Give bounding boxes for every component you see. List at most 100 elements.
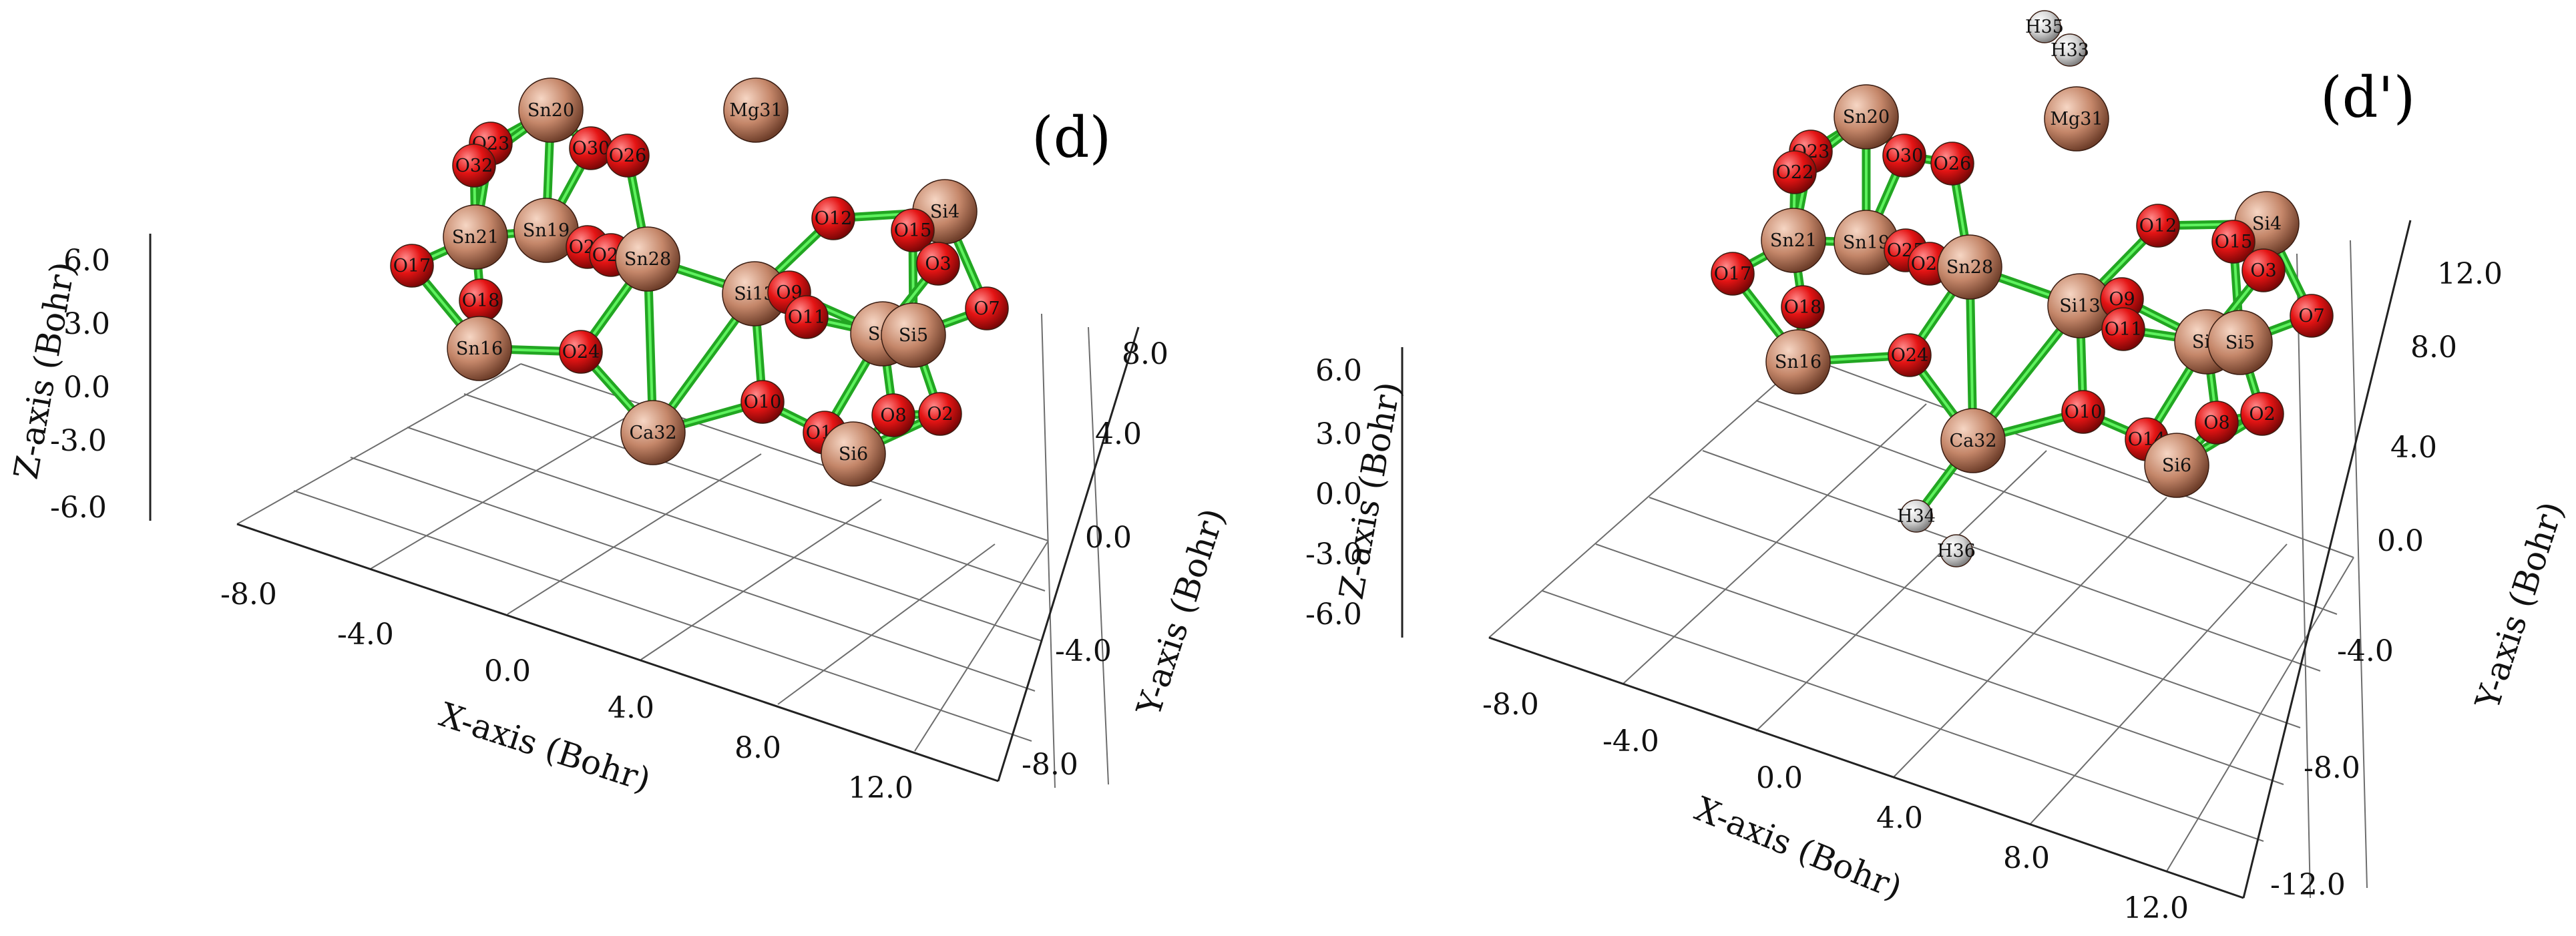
atom-label: Sn20 (527, 100, 574, 121)
atom-label: O12 (815, 208, 853, 229)
metal-sphere (1761, 208, 1826, 273)
atom-label: O24 (562, 342, 600, 363)
oxygen-sphere (740, 380, 785, 424)
metal-sphere (1834, 84, 1899, 150)
atom-label: Si5 (2225, 332, 2255, 353)
z-tick: -3.0 (50, 424, 107, 458)
oxygen-sphere (2290, 294, 2334, 338)
x-tick: 0.0 (484, 654, 531, 688)
atom-sn21: Sn21 (1761, 208, 1826, 273)
atom-h36: H36 (1937, 534, 1976, 567)
atom-label: Si6 (839, 444, 868, 465)
atom-label: Si5 (899, 325, 928, 346)
atom-label: O9 (2109, 289, 2135, 310)
metal-sphere (2044, 86, 2109, 152)
z-tick: 6.0 (63, 244, 110, 278)
oxygen-sphere (871, 393, 915, 437)
atom-sn16: Sn16 (1765, 329, 1831, 395)
x-axis-title: X-axis (Bohr) (1690, 789, 1908, 907)
y-tick: -4.0 (2337, 634, 2394, 668)
atom-label: O8 (2203, 413, 2229, 433)
atom-si6: Si6 (821, 421, 886, 487)
atom-label: Si4 (2252, 214, 2282, 234)
atom-label: Si13 (2059, 296, 2101, 316)
atom-label: Sn28 (1946, 257, 1993, 278)
atom-label: O30 (1886, 146, 1924, 166)
atom-label: O32 (455, 156, 493, 176)
atom-label: Sn19 (1843, 232, 1890, 253)
x-tick: 0.0 (1756, 761, 1803, 795)
panel-d: -8.0 -4.0 0.0 4.0 8.0 12.0 X-axis (Bohr)… (7, 77, 1233, 805)
atom-label: O10 (2065, 402, 2103, 423)
z-tick: -3.0 (1305, 537, 1362, 571)
atom-label: O7 (2298, 306, 2324, 326)
metal-sphere (723, 77, 789, 143)
atom-label: H36 (1937, 541, 1976, 561)
atom-o17: O17 (390, 244, 434, 288)
atom-label: O3 (2250, 260, 2276, 281)
atom-sn20: Sn20 (518, 77, 584, 143)
atom-sn20: Sn20 (1834, 84, 1899, 150)
x-tick: 8.0 (734, 731, 781, 765)
atom-o3: O3 (2241, 248, 2286, 292)
oxygen-sphere (2211, 220, 2256, 264)
atom-label: O22 (1776, 162, 1814, 183)
y-tick: 4.0 (2390, 431, 2437, 465)
atom-sn16: Sn16 (447, 316, 512, 381)
y-tick: 8.0 (1122, 337, 1168, 371)
atom-h34: H34 (1897, 499, 1936, 533)
oxygen-sphere (1781, 285, 1825, 329)
panel-label: (d') (2320, 65, 2415, 130)
atom-o30: O30 (569, 126, 613, 170)
atom-h33: H33 (2051, 33, 2089, 67)
oxygen-sphere (1882, 134, 1926, 178)
atom-o32: O32 (452, 144, 496, 188)
oxygen-sphere (452, 144, 496, 188)
metal-sphere (881, 302, 946, 368)
atom-sn28: Sn28 (615, 226, 680, 292)
x-tick: 4.0 (1876, 801, 1923, 835)
atom-o2: O2 (918, 392, 962, 436)
atom-label: O7 (974, 298, 1000, 319)
z-tick: 3.0 (1315, 417, 1362, 451)
atom-o7: O7 (2290, 294, 2334, 338)
oxygen-sphere (2240, 392, 2284, 436)
oxygen-sphere (390, 244, 434, 288)
atom-label: O18 (1784, 297, 1822, 318)
y-tick: 8.0 (2410, 330, 2457, 365)
atom-label: H33 (2051, 40, 2089, 61)
x-tick: 12.0 (2123, 891, 2189, 925)
atom-label: O2 (927, 404, 953, 425)
atom-si6: Si6 (2144, 433, 2209, 498)
atom-o12: O12 (2136, 204, 2180, 248)
y-tick: 12.0 (2437, 257, 2503, 291)
axes (149, 234, 1140, 782)
oxygen-sphere (1711, 252, 1755, 296)
x-tick: 12.0 (848, 771, 913, 805)
hydrogen-sphere (1900, 499, 1933, 533)
y-axis-ticks: -12.0 -8.0 -4.0 0.0 4.0 8.0 12.0 (2270, 257, 2503, 902)
metal-sphere (1937, 234, 2002, 300)
y-tick: 0.0 (1085, 521, 1132, 555)
metal-sphere (443, 204, 508, 270)
atom-label: O15 (2215, 232, 2253, 252)
x-tick: -8.0 (220, 577, 277, 612)
panel-label: (d) (1032, 105, 1111, 170)
atom-label: O17 (393, 256, 431, 276)
atom-o26: O26 (1930, 142, 1974, 186)
x-tick: -4.0 (1602, 724, 1659, 758)
atom-sn19: Sn19 (513, 198, 579, 263)
x-tick: 4.0 (608, 691, 654, 725)
y-tick: -4.0 (1055, 634, 1112, 668)
atom-o18: O18 (459, 278, 503, 322)
z-axis-ticks: -6.0 -3.0 0.0 3.0 6.0 (50, 244, 110, 525)
atom-label: O12 (2139, 216, 2177, 236)
atom-sn19: Sn19 (1834, 210, 1899, 275)
oxygen-sphere (785, 295, 829, 339)
oxygen-sphere (1930, 142, 1974, 186)
y-axis-title: Y-axis (Bohr) (1129, 504, 1233, 721)
x-tick: -4.0 (337, 618, 394, 652)
atom-label: O18 (462, 290, 500, 311)
oxygen-sphere (2101, 307, 2145, 351)
